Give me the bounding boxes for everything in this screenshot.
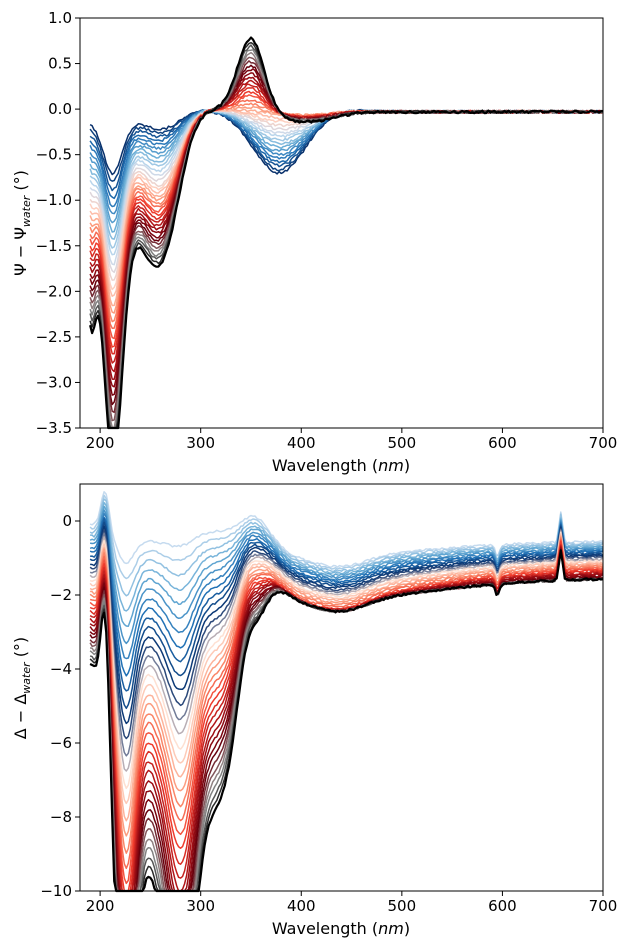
- series-line-8: [89, 516, 604, 677]
- series-line-3: [89, 498, 604, 597]
- x-tick-label: 400: [287, 897, 316, 915]
- y-tick-label: −2.0: [36, 282, 72, 300]
- series-line-13: [89, 529, 604, 757]
- psi-series-group: [89, 36, 604, 430]
- y-tick-label: −1.0: [36, 191, 72, 209]
- series-line-33: [89, 49, 604, 429]
- series-line-10: [89, 521, 604, 710]
- y-tick-label: −3.0: [36, 373, 72, 391]
- series-line-6: [89, 509, 604, 645]
- x-tick-label: 200: [86, 434, 115, 452]
- series-line-2: [89, 494, 604, 580]
- psi-plot-frame: [79, 17, 604, 429]
- y-tick-label: −10: [40, 882, 72, 900]
- x-tick-label: 500: [388, 897, 417, 915]
- delta-axis-ticks: 200 300 400 500 600 700 0 −2 −4 −6 −8 −10: [40, 512, 617, 915]
- series-line-36: [89, 36, 604, 430]
- series-line-15: [89, 531, 604, 790]
- x-tick-label: 600: [488, 897, 517, 915]
- y-tick-label: 0: [62, 512, 72, 530]
- psi-panel: 200 300 400 500 600 700 1.0 0.5 0.0 −0.5 −1.0 −1.5 −…: [11, 9, 617, 475]
- series-line-19: [89, 537, 604, 854]
- psi-x-axis-label: Wavelength (nm): [272, 456, 410, 475]
- x-tick-label: 200: [86, 897, 115, 915]
- series-line-12: [89, 527, 604, 740]
- y-tick-label: −4: [50, 660, 72, 678]
- series-line-18: [90, 535, 604, 837]
- delta-panel: 200 300 400 500 600 700 0 −2 −4 −6 −8 −10 Wavelengt…: [11, 483, 617, 938]
- y-tick-label: −8: [50, 808, 72, 826]
- x-tick-label: 400: [287, 434, 316, 452]
- y-tick-label: −1.5: [36, 237, 72, 255]
- x-tick-label: 700: [589, 434, 618, 452]
- y-tick-label: −0.5: [36, 146, 72, 164]
- delta-y-axis-label: Δ − Δwater (°): [11, 637, 33, 739]
- series-line-14: [89, 530, 604, 772]
- y-tick-label: 0.5: [48, 55, 72, 73]
- series-line-1: [89, 491, 604, 568]
- series-line-9: [90, 517, 603, 692]
- x-tick-label: 300: [186, 434, 215, 452]
- delta-plot-frame: [79, 483, 604, 892]
- delta-x-axis-label: Wavelength (nm): [272, 919, 410, 938]
- series-line-11: [90, 525, 604, 725]
- y-tick-label: −3.5: [36, 419, 72, 437]
- series-line-7: [89, 512, 604, 660]
- y-tick-label: −6: [50, 734, 72, 752]
- y-tick-label: 0.0: [48, 100, 72, 118]
- y-tick-label: −2.5: [36, 328, 72, 346]
- delta-series-group: [89, 491, 604, 893]
- x-tick-label: 700: [589, 897, 618, 915]
- psi-y-axis-label: Ψ − Ψwater (°): [11, 170, 33, 276]
- x-tick-label: 300: [186, 897, 215, 915]
- series-line-5: [89, 505, 604, 628]
- series-line-21: [89, 539, 604, 885]
- psi-axis-ticks: 200 300 400 500 600 700 1.0 0.5 0.0 −0.5 −1.0 −1.5 −…: [36, 9, 618, 452]
- x-tick-label: 500: [388, 434, 417, 452]
- series-line-17: [89, 534, 604, 822]
- x-tick-label: 600: [488, 434, 517, 452]
- y-tick-label: 1.0: [48, 9, 72, 27]
- y-tick-label: −2: [50, 586, 72, 604]
